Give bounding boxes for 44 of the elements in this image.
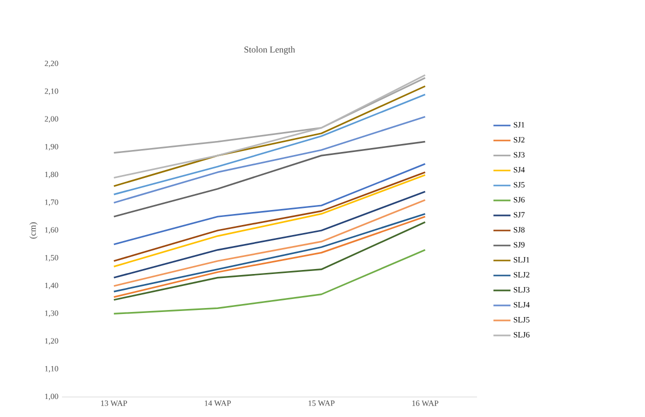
- x-tick-label: 15 WAP: [308, 400, 335, 406]
- legend-label: SJ9: [514, 242, 525, 248]
- y-tick-label: 2,00: [44, 116, 58, 123]
- x-tick-label: 14 WAP: [204, 400, 231, 406]
- legend-label: SJ7: [514, 212, 525, 218]
- legend-label: SLJ2: [514, 272, 530, 278]
- y-tick-label: 1,80: [45, 172, 58, 178]
- line-series: [113, 199, 426, 287]
- y-tick-label: 2,20: [44, 60, 58, 68]
- y-tick-label: 1,70: [45, 199, 58, 206]
- legend-label: SJ1: [514, 122, 524, 128]
- y-tick-label: 1,50: [45, 254, 58, 262]
- line-series: [113, 85, 426, 187]
- legend-label: SLJ4: [514, 302, 530, 308]
- legend-label: SLJ3: [514, 287, 530, 292]
- legend-label: SJ3: [514, 152, 525, 158]
- legend-label: SLJ6: [514, 332, 530, 338]
- line-series: [113, 163, 426, 246]
- line-series: [113, 74, 426, 179]
- y-tick-label: 1,20: [45, 338, 58, 345]
- line-series: [113, 116, 426, 204]
- line-series: [113, 190, 426, 278]
- legend-label: SJ6: [514, 197, 525, 202]
- x-tick-label: 13 WAP: [101, 400, 128, 406]
- line-series: [113, 77, 426, 154]
- y-axis-title: (cm): [29, 222, 38, 239]
- chart-title: Stolon Length: [244, 46, 296, 54]
- line-series: [113, 140, 426, 218]
- y-tick-label: 1,30: [45, 310, 58, 318]
- legend-label: SLJ5: [514, 317, 530, 322]
- y-tick-label: 1,60: [45, 227, 58, 234]
- legend-label: SJ2: [514, 137, 524, 142]
- y-tick-label: 2,10: [44, 88, 58, 96]
- y-tick-label: 1,90: [45, 144, 58, 151]
- legend-label: SJ4: [514, 167, 525, 172]
- y-tick-label: 1,00: [45, 394, 58, 400]
- legend-label: SJ5: [514, 182, 525, 188]
- line-series: [113, 94, 426, 196]
- legend-label: SJ8: [514, 227, 525, 232]
- line-series: [113, 249, 426, 315]
- x-tick-label: 16 WAP: [412, 400, 438, 406]
- legend-label: SLJ1: [514, 257, 530, 262]
- y-tick-label: 1,40: [45, 282, 58, 290]
- y-tick-label: 1,10: [45, 366, 58, 373]
